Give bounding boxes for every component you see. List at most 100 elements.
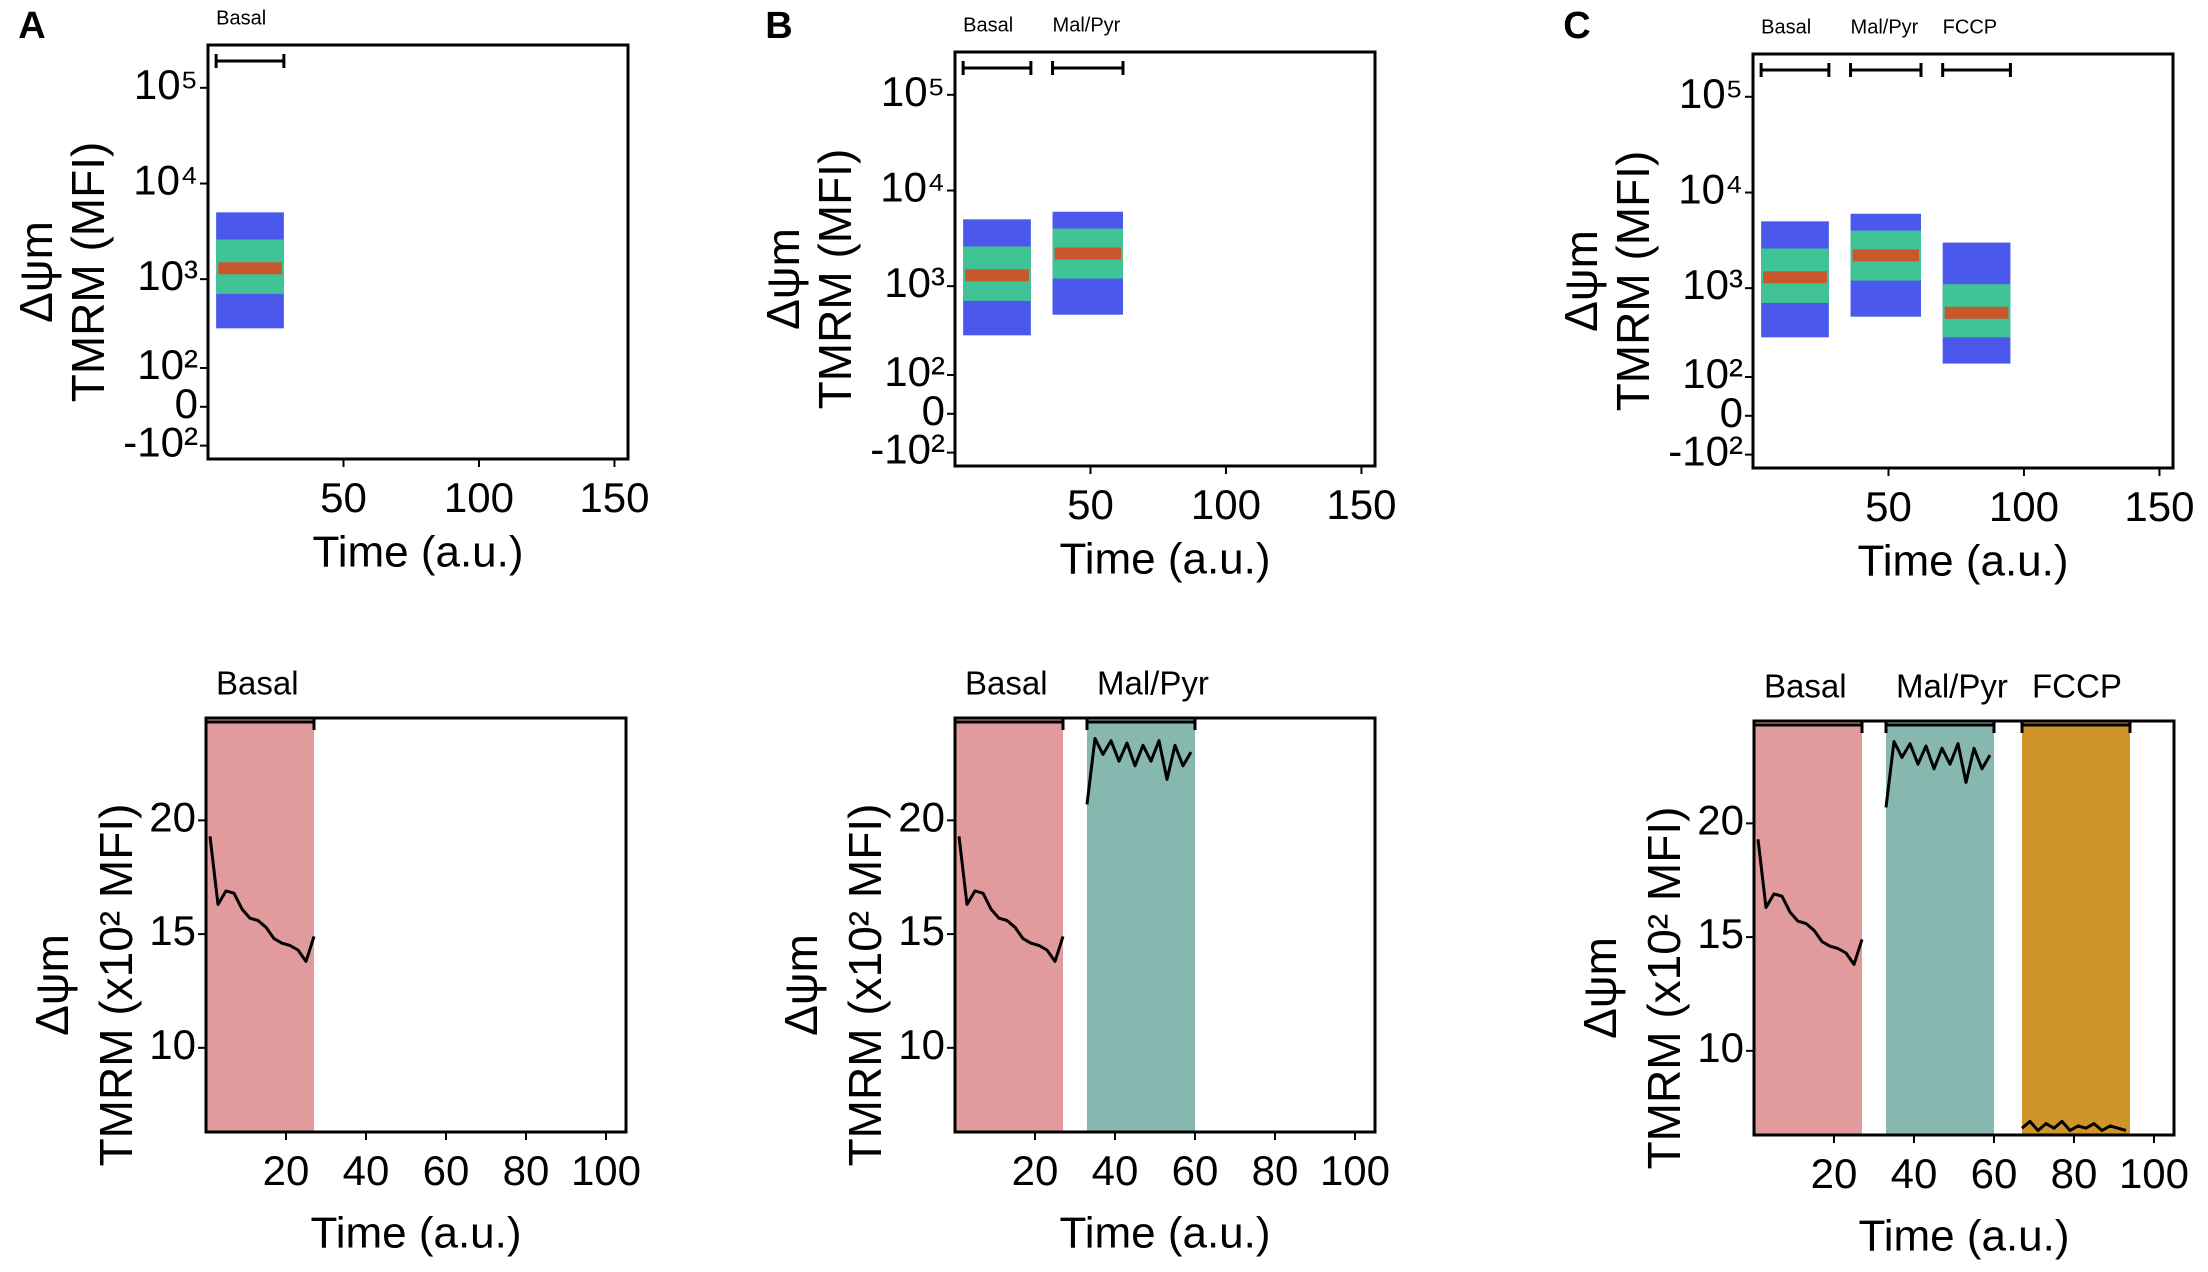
x-tick-label: 100 [1191,481,1261,528]
y-tick-label: 20 [149,793,196,840]
series-line [2021,1119,2127,1132]
y-tick-label: 0 [175,380,198,427]
y-axis-title: Δψm [10,221,62,323]
x-tick-label: 20 [1811,1150,1858,1197]
series-line [1884,740,1992,808]
series-line [1085,737,1193,805]
y-axis-title: Δψm [775,934,827,1036]
y-tick-label: 10 [898,1021,945,1068]
x-axis-title: Time (a.u.) [1059,1209,1270,1258]
y-tick-label: 20 [898,793,945,840]
y-tick-label: -10² [870,426,945,473]
event-peak [1944,306,2009,319]
bracket-label: Mal/Pyr [1053,14,1121,36]
treatment-shade [1886,721,1994,1135]
x-axis-title: Time (a.u.) [1857,537,2068,586]
panel-letter: B [765,5,792,47]
bracket-label: Basal [1764,668,1847,705]
y-axis-title: Δψm [1555,230,1607,332]
y-tick-label: 10³ [884,259,945,306]
y-tick-label: -10² [1668,428,1743,475]
x-axis-title: Time (a.u.) [1059,535,1270,584]
y-tick-label: 10⁴ [133,157,198,204]
x-tick-label: 80 [2051,1150,2098,1197]
y-tick-label: 10³ [1682,261,1743,308]
treatment-shade [1087,718,1195,1132]
series-line [1756,839,1864,966]
x-axis-title: Time (a.u.) [310,1209,521,1258]
bracket-label: FCCP [2032,668,2122,705]
event-peak [1852,249,1919,262]
panel-letter: C [1563,5,1590,47]
treatment-shade [955,718,1063,1132]
bracket-label: Basal [965,665,1048,702]
y-tick-label: 20 [1697,796,1744,843]
y-tick-label: -10² [123,419,198,466]
x-tick-label: 50 [1067,481,1114,528]
y-tick-label: 0 [922,387,945,434]
x-tick-label: 100 [2119,1150,2189,1197]
plot-frame [953,716,1377,1134]
y-tick-label: 10 [1697,1024,1744,1071]
series-line [208,836,316,963]
treatment-shade [206,718,314,1132]
bracket-label: Basal [216,7,266,29]
y-tick-label: 10⁴ [1678,166,1743,213]
event-peak [1054,247,1121,260]
plot-frame [1751,52,2175,470]
y-tick-label: 15 [1697,910,1744,957]
bracket-label: Mal/Pyr [1896,668,2008,705]
bracket-label: Mal/Pyr [1097,665,1209,702]
event-peak [218,262,282,275]
y-tick-label: 10⁵ [1679,70,1743,117]
x-axis-title: Time (a.u.) [1858,1212,2069,1261]
panel-letter: A [18,5,45,47]
x-tick-label: 150 [2124,483,2194,530]
y-axis-title: TMRM (MFI) [1607,151,1659,412]
x-tick-label: 60 [423,1147,470,1194]
y-axis-title: Δψm [26,934,78,1036]
plot-frame [204,716,628,1134]
x-tick-label: 20 [1012,1147,1059,1194]
x-tick-label: 80 [1252,1147,1299,1194]
y-axis-title: TMRM (MFI) [809,149,861,410]
x-tick-label: 50 [1865,483,1912,530]
bracket-label: Basal [1761,16,1811,38]
y-axis-title: Δψm [1574,937,1626,1039]
y-tick-label: 15 [149,907,196,954]
x-tick-label: 60 [1172,1147,1219,1194]
x-tick-label: 40 [343,1147,390,1194]
x-tick-label: 50 [320,474,367,521]
x-axis-title: Time (a.u.) [312,528,523,577]
y-tick-label: 10² [137,341,198,388]
plot-frame [1752,719,2176,1137]
plot-frame [206,43,630,461]
y-tick-label: 10² [1682,350,1743,397]
x-tick-label: 100 [1989,483,2059,530]
y-tick-label: 10⁴ [880,164,945,211]
x-tick-label: 100 [444,474,514,521]
bracket-label: Basal [963,14,1013,36]
event-peak [965,269,1029,282]
treatment-shade [2022,721,2130,1135]
x-tick-label: 80 [503,1147,550,1194]
x-tick-label: 100 [1320,1147,1390,1194]
series-line [957,836,1065,963]
y-axis-title: Δψm [757,228,809,330]
plot-frame [953,50,1377,468]
y-axis-title: TMRM (x10² MFI) [839,804,891,1167]
y-tick-label: 10⁵ [134,61,198,108]
x-tick-label: 40 [1092,1147,1139,1194]
y-tick-label: 10² [884,348,945,395]
y-tick-label: 15 [898,907,945,954]
y-tick-label: 0 [1720,389,1743,436]
x-tick-label: 150 [579,474,649,521]
y-axis-title: TMRM (MFI) [62,142,114,403]
x-tick-label: 100 [571,1147,641,1194]
y-tick-label: 10³ [137,252,198,299]
bracket-label: Basal [216,665,299,702]
y-axis-title: TMRM (x10² MFI) [1638,807,1690,1170]
x-tick-label: 60 [1971,1150,2018,1197]
bracket-label: FCCP [1943,16,1997,38]
